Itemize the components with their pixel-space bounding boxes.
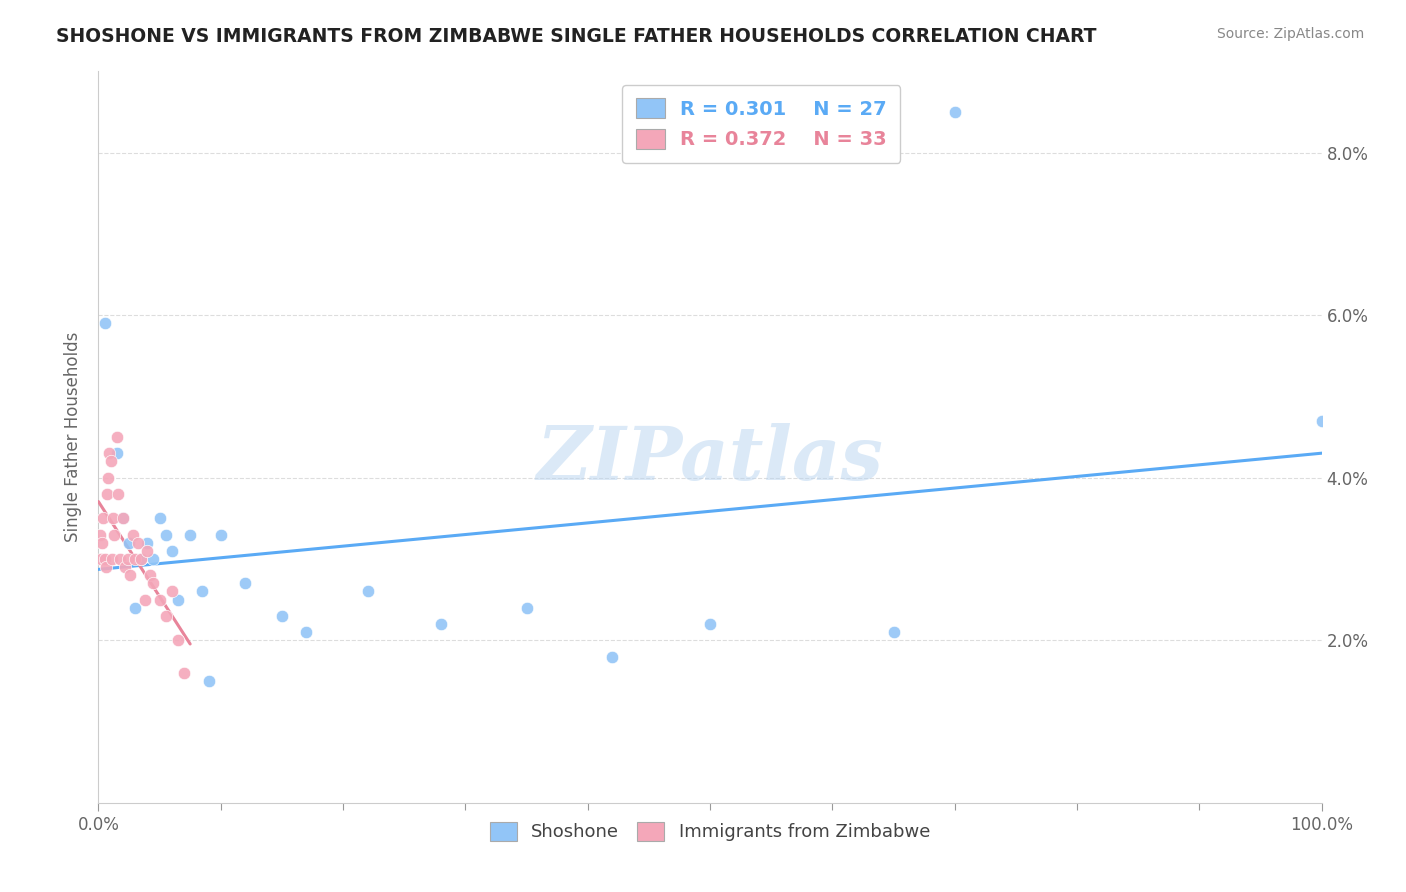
- Point: [107, 487, 129, 501]
- Point: [699, 617, 721, 632]
- Point: [97, 471, 120, 485]
- Text: Source: ZipAtlas.com: Source: ZipAtlas.com: [1216, 27, 1364, 41]
- Point: [191, 584, 214, 599]
- Point: [883, 625, 905, 640]
- Point: [111, 511, 134, 525]
- Point: [142, 576, 165, 591]
- Point: [118, 535, 141, 549]
- Point: [142, 552, 165, 566]
- Point: [114, 560, 136, 574]
- Point: [105, 446, 128, 460]
- Point: [96, 487, 118, 501]
- Point: [101, 511, 124, 525]
- Point: [155, 608, 177, 623]
- Point: [124, 600, 146, 615]
- Point: [124, 552, 146, 566]
- Point: [149, 511, 172, 525]
- Point: [167, 633, 190, 648]
- Point: [98, 446, 121, 460]
- Point: [103, 527, 125, 541]
- Point: [111, 511, 134, 525]
- Point: [90, 552, 112, 566]
- Point: [93, 552, 115, 566]
- Point: [209, 527, 232, 541]
- Point: [134, 592, 156, 607]
- Point: [91, 511, 114, 525]
- Point: [105, 430, 128, 444]
- Point: [120, 568, 142, 582]
- Point: [139, 568, 162, 582]
- Point: [136, 535, 159, 549]
- Point: [356, 584, 378, 599]
- Point: [1310, 414, 1333, 428]
- Point: [149, 592, 172, 607]
- Point: [167, 592, 190, 607]
- Point: [110, 552, 132, 566]
- Point: [129, 552, 152, 566]
- Point: [117, 552, 139, 566]
- Point: [127, 535, 149, 549]
- Point: [93, 316, 115, 330]
- Text: SHOSHONE VS IMMIGRANTS FROM ZIMBABWE SINGLE FATHER HOUSEHOLDS CORRELATION CHART: SHOSHONE VS IMMIGRANTS FROM ZIMBABWE SIN…: [56, 27, 1097, 45]
- Text: ZIPatlas: ZIPatlas: [537, 423, 883, 495]
- Point: [94, 560, 117, 574]
- Point: [155, 527, 177, 541]
- Point: [516, 600, 538, 615]
- Point: [233, 576, 256, 591]
- Legend: Shoshone, Immigrants from Zimbabwe: Shoshone, Immigrants from Zimbabwe: [482, 814, 938, 848]
- Point: [129, 552, 152, 566]
- Point: [160, 544, 183, 558]
- Point: [197, 673, 219, 688]
- Point: [430, 617, 453, 632]
- Point: [101, 552, 124, 566]
- Point: [295, 625, 318, 640]
- Point: [136, 544, 159, 558]
- Point: [270, 608, 294, 623]
- Point: [89, 527, 111, 541]
- Point: [91, 535, 114, 549]
- Point: [943, 105, 966, 120]
- Point: [600, 649, 623, 664]
- Point: [179, 527, 201, 541]
- Point: [160, 584, 183, 599]
- Point: [100, 454, 122, 468]
- Y-axis label: Single Father Households: Single Father Households: [65, 332, 83, 542]
- Point: [173, 665, 195, 680]
- Point: [121, 527, 143, 541]
